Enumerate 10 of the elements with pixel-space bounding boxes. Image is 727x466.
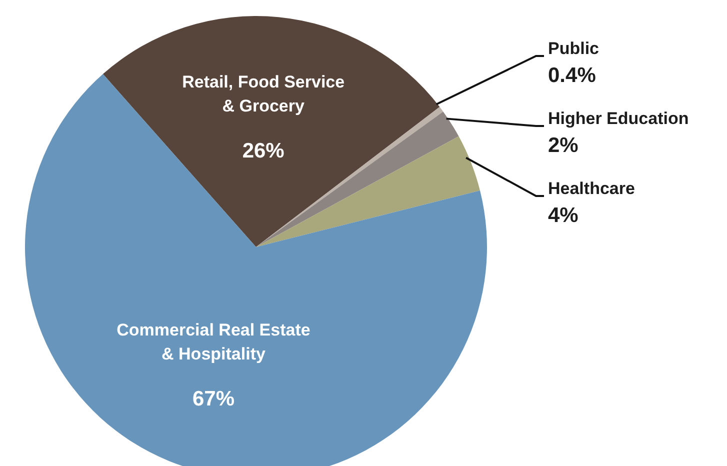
- data-label: 67%: [192, 387, 235, 410]
- data-label: 4%: [548, 204, 579, 227]
- slice-label: Public: [548, 39, 600, 58]
- data-label: 2%: [548, 134, 579, 157]
- data-label: 0.4%: [548, 64, 596, 87]
- slice-label: Higher Education: [548, 109, 689, 128]
- data-label: 26%: [242, 140, 285, 163]
- slice-label: Commercial Real Estate & Hospitality: [116, 320, 310, 364]
- slice-label: Healthcare: [548, 179, 635, 198]
- slice-label: Retail, Food Service & Grocery: [182, 72, 345, 116]
